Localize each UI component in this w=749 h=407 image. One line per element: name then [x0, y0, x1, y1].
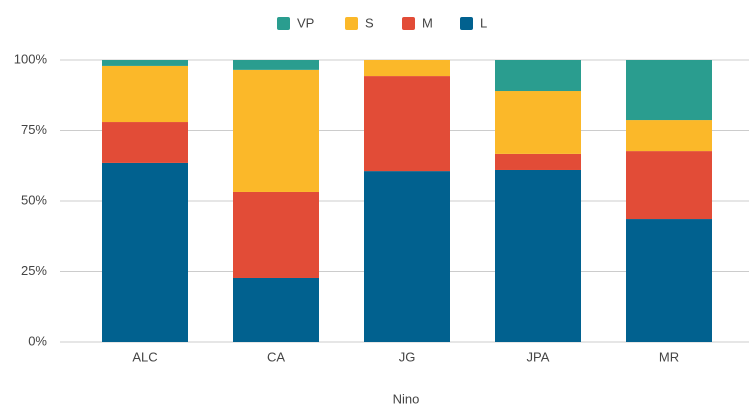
bar-segment	[495, 91, 581, 154]
legend-swatch	[277, 17, 290, 30]
bar-segment	[102, 65, 188, 123]
bar-segment	[233, 277, 319, 342]
bar-segment	[102, 122, 188, 163]
bar-segment	[364, 60, 450, 77]
x-tick-label: MR	[659, 349, 679, 364]
bar-segment	[626, 60, 712, 121]
bar-segment	[626, 120, 712, 152]
legend-label: VP	[297, 15, 314, 30]
legend-swatch	[460, 17, 473, 30]
x-axis-label: Nino	[393, 391, 420, 406]
legend-label: L	[480, 15, 487, 30]
bar-segment	[233, 60, 319, 70]
bar-segment	[233, 69, 319, 192]
bar-segment	[364, 76, 450, 172]
x-tick-label: ALC	[132, 349, 157, 364]
bar-segment	[495, 169, 581, 342]
legend-label: S	[365, 15, 374, 30]
bar-segment	[626, 219, 712, 342]
bar-segment	[364, 171, 450, 342]
x-tick-label: CA	[267, 349, 285, 364]
y-tick-label: 50%	[21, 192, 47, 207]
y-tick-label: 25%	[21, 263, 47, 278]
bar-segment	[233, 191, 319, 278]
legend-label: M	[422, 15, 433, 30]
legend-swatch	[402, 17, 415, 30]
bar-segment	[495, 153, 581, 170]
bar-segment	[626, 151, 712, 220]
bar-segment	[495, 60, 581, 92]
x-tick-label: JG	[399, 349, 416, 364]
bar-segment	[102, 60, 188, 66]
legend-swatch	[345, 17, 358, 30]
x-tick-label: JPA	[527, 349, 550, 364]
y-tick-label: 100%	[14, 51, 48, 66]
bar-segment	[102, 162, 188, 342]
y-tick-label: 0%	[28, 333, 47, 348]
y-tick-label: 75%	[21, 122, 47, 137]
